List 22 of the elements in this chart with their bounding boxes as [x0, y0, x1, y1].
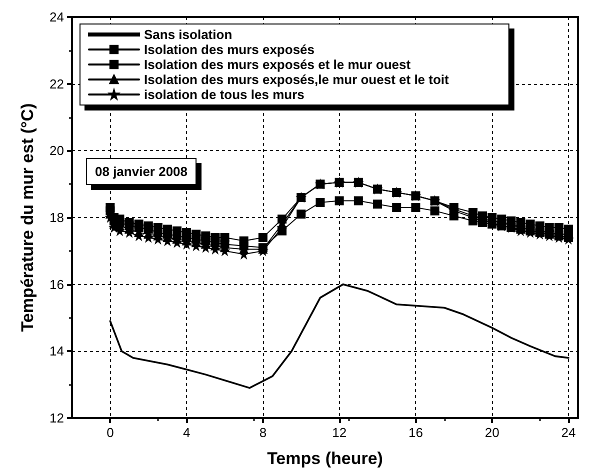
legend-label: Isolation des murs exposés et le mur ouest [144, 57, 412, 72]
x-tick-label: 0 [106, 425, 114, 440]
y-tick-label: 22 [50, 76, 64, 92]
legend-label: Sans isolation [144, 27, 232, 42]
y-tick-label: 12 [50, 410, 64, 426]
legend-label: isolation de tous les murs [144, 87, 304, 102]
x-tick-label: 20 [484, 425, 500, 440]
x-axis-title: Temps (heure) [267, 449, 383, 468]
x-tick-label: 12 [332, 425, 347, 440]
y-tick-label: 18 [50, 210, 64, 225]
legend-label: Isolation des murs exposés,le mur ouest et le toit [144, 72, 450, 87]
x-tick-label: 24 [561, 425, 576, 440]
x-tick-label: 8 [259, 425, 267, 440]
y-tick-label: 14 [50, 344, 64, 359]
y-tick-label: 24 [50, 10, 64, 24]
x-tick-label: 16 [408, 425, 423, 440]
y-tick-label: 16 [50, 276, 64, 292]
y-axis-title: Température du mur est (°C) [18, 103, 37, 332]
y-tick-label: 20 [50, 143, 64, 158]
x-tick-label: 4 [182, 425, 190, 440]
annotation: 08 janvier 2008 [95, 164, 188, 179]
legend-label: Isolation des murs exposés [144, 42, 315, 57]
